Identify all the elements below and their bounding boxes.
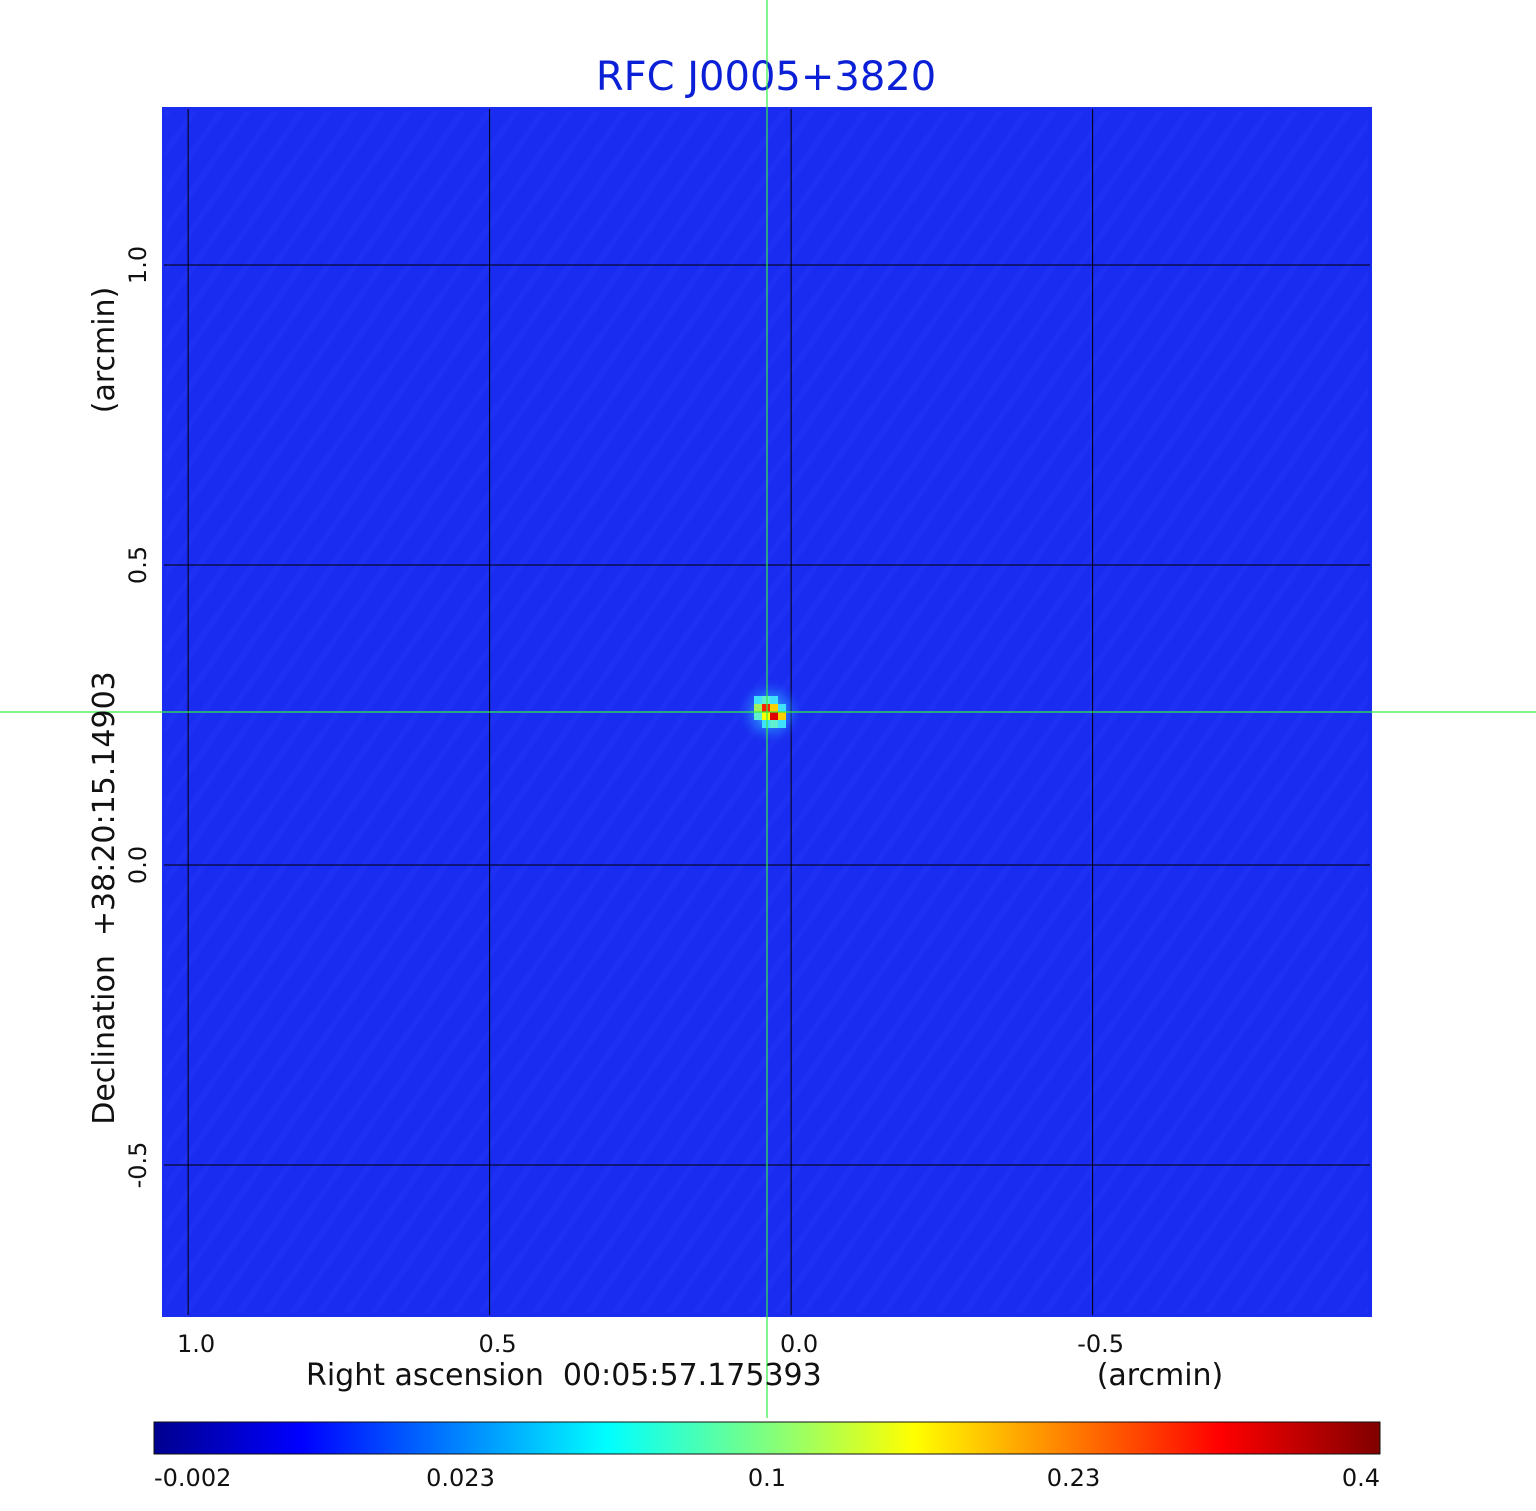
crosshair bbox=[0, 0, 1536, 1418]
colorbar-tick-label: 0.023 bbox=[426, 1464, 495, 1492]
colorbar-tick-label: -0.002 bbox=[154, 1464, 231, 1492]
x-tick-labels: 1.0 0.5 0.0 -0.5 bbox=[177, 1330, 1124, 1358]
source-pixel bbox=[754, 712, 763, 720]
source-pixel bbox=[754, 696, 763, 704]
y-tick-label: -0.5 bbox=[124, 1142, 152, 1189]
y-tick-label: 1.0 bbox=[124, 246, 152, 284]
source-pixel bbox=[778, 720, 787, 728]
source-pixel bbox=[762, 720, 771, 728]
x-tick-label: 0.5 bbox=[479, 1330, 517, 1358]
source-pixel bbox=[762, 704, 771, 712]
colorbar-tick-labels: -0.002 0.023 0.1 0.23 0.4 bbox=[154, 1464, 1380, 1492]
colorbar: -0.002 0.023 0.1 0.23 0.4 bbox=[153, 1421, 1381, 1492]
source-pixel bbox=[770, 696, 779, 704]
source-pixel bbox=[770, 720, 779, 728]
colorbar-ramp bbox=[153, 1421, 1381, 1455]
y-tick-label: 0.0 bbox=[124, 846, 152, 884]
colorbar-tick-label: 0.1 bbox=[748, 1464, 786, 1492]
source-pixel bbox=[770, 704, 779, 712]
y-axis-unit: (arcmin) bbox=[87, 287, 122, 414]
x-axis-label: Right ascension 00:05:57.175393 bbox=[306, 1358, 822, 1393]
colorbar-tick-label: 0.23 bbox=[1047, 1464, 1100, 1492]
y-tick-labels: 1.0 0.5 0.0 -0.5 bbox=[124, 246, 152, 1189]
x-axis-unit: (arcmin) bbox=[1097, 1358, 1224, 1393]
x-tick-label: 1.0 bbox=[177, 1330, 215, 1358]
source-pixel bbox=[770, 712, 779, 720]
x-tick-label: 0.0 bbox=[780, 1330, 818, 1358]
chart-title: RFC J0005+3820 bbox=[596, 54, 936, 100]
colorbar-tick-label: 0.4 bbox=[1342, 1464, 1380, 1492]
x-tick-label: -0.5 bbox=[1077, 1330, 1124, 1358]
source-pixel bbox=[778, 712, 787, 720]
source-pixel bbox=[762, 712, 771, 720]
y-axis-label: Declination +38:20:15.14903 bbox=[87, 671, 122, 1125]
source-pixel bbox=[778, 704, 787, 712]
y-tick-label: 0.5 bbox=[124, 546, 152, 584]
source-pixel bbox=[754, 704, 763, 712]
source-pixel bbox=[762, 696, 771, 704]
